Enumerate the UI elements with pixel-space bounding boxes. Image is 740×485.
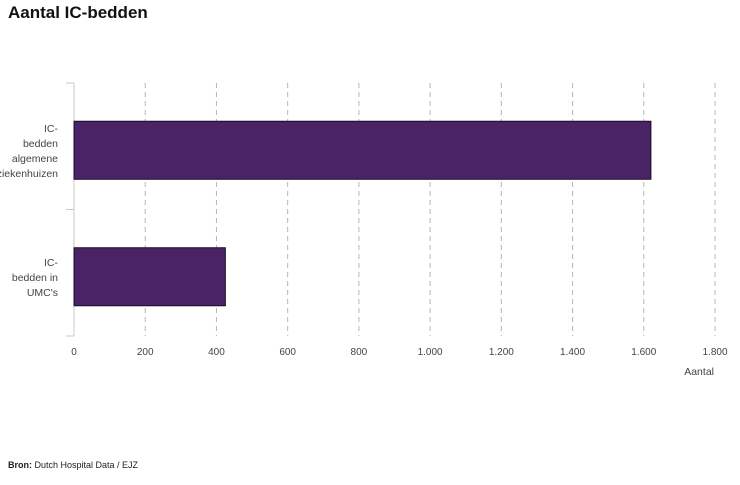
source-note: Bron: Dutch Hospital Data / EJZ (8, 460, 138, 470)
category-labels: IC-bedden algemene ziekenhuizen IC-bedden i… (0, 123, 59, 299)
value-axis-ticks: 0 200 400 600 800 1.000 1.200 1.400 1.600 1.800 (71, 347, 728, 358)
category-label: IC-bedden in UMC's (12, 257, 59, 299)
source-label: Bron: (8, 460, 32, 470)
x-axis-label: Aantal (684, 366, 714, 378)
bars (73, 120, 652, 307)
source-text: Dutch Hospital Data / EJZ (34, 460, 139, 470)
bar (73, 120, 652, 180)
x-tick-label: 1.800 (702, 347, 727, 358)
category-label: IC-bedden algemene ziekenhuizen (0, 123, 59, 180)
x-tick-label: 1.200 (489, 347, 514, 358)
x-tick-label: 0 (71, 347, 77, 358)
x-tick-label: 1.000 (418, 347, 443, 358)
chart-title: Aantal IC-bedden (8, 3, 148, 22)
x-tick-label: 200 (137, 347, 154, 358)
x-tick-label: 800 (351, 347, 368, 358)
category-axis (66, 82, 75, 337)
bar (73, 247, 226, 307)
x-tick-label: 1.600 (631, 347, 656, 358)
x-tick-label: 400 (208, 347, 225, 358)
x-tick-label: 600 (279, 347, 296, 358)
x-tick-label: 1.400 (560, 347, 585, 358)
